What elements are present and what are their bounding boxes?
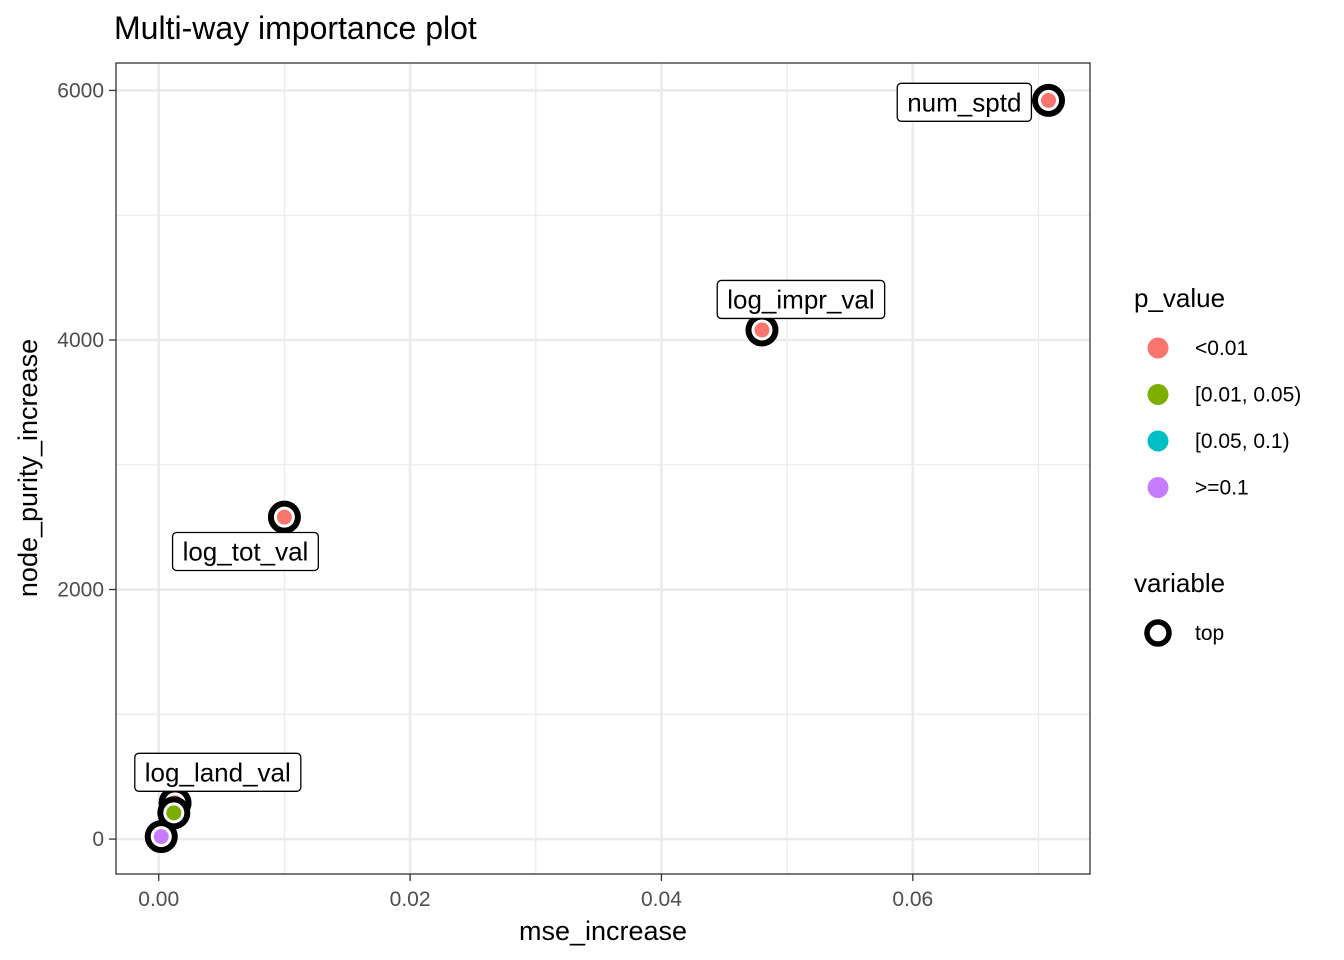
point-label-box: log_tot_val [171, 531, 319, 572]
x-tick-label: 0.02 [390, 888, 431, 911]
point-label-text: num_sptd [907, 87, 1021, 117]
label-box-frame [896, 82, 1033, 122]
point-label-text: log_impr_val [727, 284, 874, 314]
point-fill [276, 509, 292, 525]
legend-key-top [1144, 619, 1172, 647]
legend-swatch [1147, 384, 1169, 405]
panel-border [115, 62, 1091, 875]
point-fill [153, 829, 169, 845]
legend-item: [0.01, 0.05) [1147, 384, 1301, 407]
legend: p_value <0.01 [0.01, 0.05) [0.05, 0.1) >=0.… [1134, 283, 1301, 647]
point-label-text: log_tot_val [183, 536, 309, 566]
y-tick-label: 6000 [57, 79, 104, 102]
legend-item: >=0.1 [1147, 477, 1249, 500]
panel-background [116, 63, 1090, 874]
legend-p-value-items: <0.01 [0.01, 0.05) [0.05, 0.1) >=0.1 [1147, 337, 1301, 500]
label-box-frame [171, 531, 319, 572]
y-tick-label: 2000 [57, 579, 104, 602]
point-fill [1041, 92, 1057, 108]
legend-label: [0.05, 0.1) [1195, 430, 1290, 453]
data-point [144, 820, 178, 854]
legend-swatch [1147, 337, 1169, 359]
label-box-frame [716, 279, 886, 320]
legend-title-p-value: p_value [1134, 283, 1225, 313]
legend-swatch [1147, 477, 1169, 498]
x-tick-label: 0.06 [892, 888, 933, 911]
y-tick-label: 0 [92, 828, 104, 851]
x-tick-label: 0.00 [138, 888, 179, 911]
point-fill [166, 805, 182, 821]
legend-label: >=0.1 [1195, 477, 1249, 500]
legend-label-top: top [1195, 622, 1224, 645]
y-axis: 0 2000 4000 6000 [57, 79, 116, 851]
legend-label: [0.01, 0.05) [1195, 384, 1301, 407]
legend-label: <0.01 [1195, 337, 1248, 360]
chart-title: Multi-way importance plot [114, 10, 477, 46]
x-axis-title: mse_increase [519, 916, 687, 946]
data-point [267, 500, 301, 534]
data-point [745, 313, 779, 347]
point-label-box: log_land_val [134, 752, 302, 792]
legend-title-variable: variable [1134, 568, 1225, 598]
y-tick-label: 4000 [57, 329, 104, 352]
point-label-text: log_land_val [145, 757, 291, 787]
legend-item: <0.01 [1147, 337, 1248, 360]
data-point [1032, 83, 1066, 117]
label-box-frame [134, 752, 302, 792]
data-points [144, 83, 1066, 854]
x-axis: 0.00 0.02 0.04 0.06 [138, 874, 933, 911]
minor-gridlines [116, 63, 1090, 874]
y-axis-title: node_purity_increase [13, 339, 43, 597]
point-label-box: log_impr_val [716, 279, 886, 320]
point-labels: num_sptd log_impr_val log_tot_val log_land_… [134, 82, 1033, 792]
plot-panel: num_sptd log_impr_val log_tot_val log_land_… [115, 62, 1091, 875]
point-label-box: num_sptd [896, 82, 1033, 122]
point-fill [754, 322, 770, 338]
legend-swatch [1147, 430, 1169, 452]
legend-item: [0.05, 0.1) [1147, 430, 1290, 453]
x-tick-label: 0.04 [641, 888, 682, 911]
